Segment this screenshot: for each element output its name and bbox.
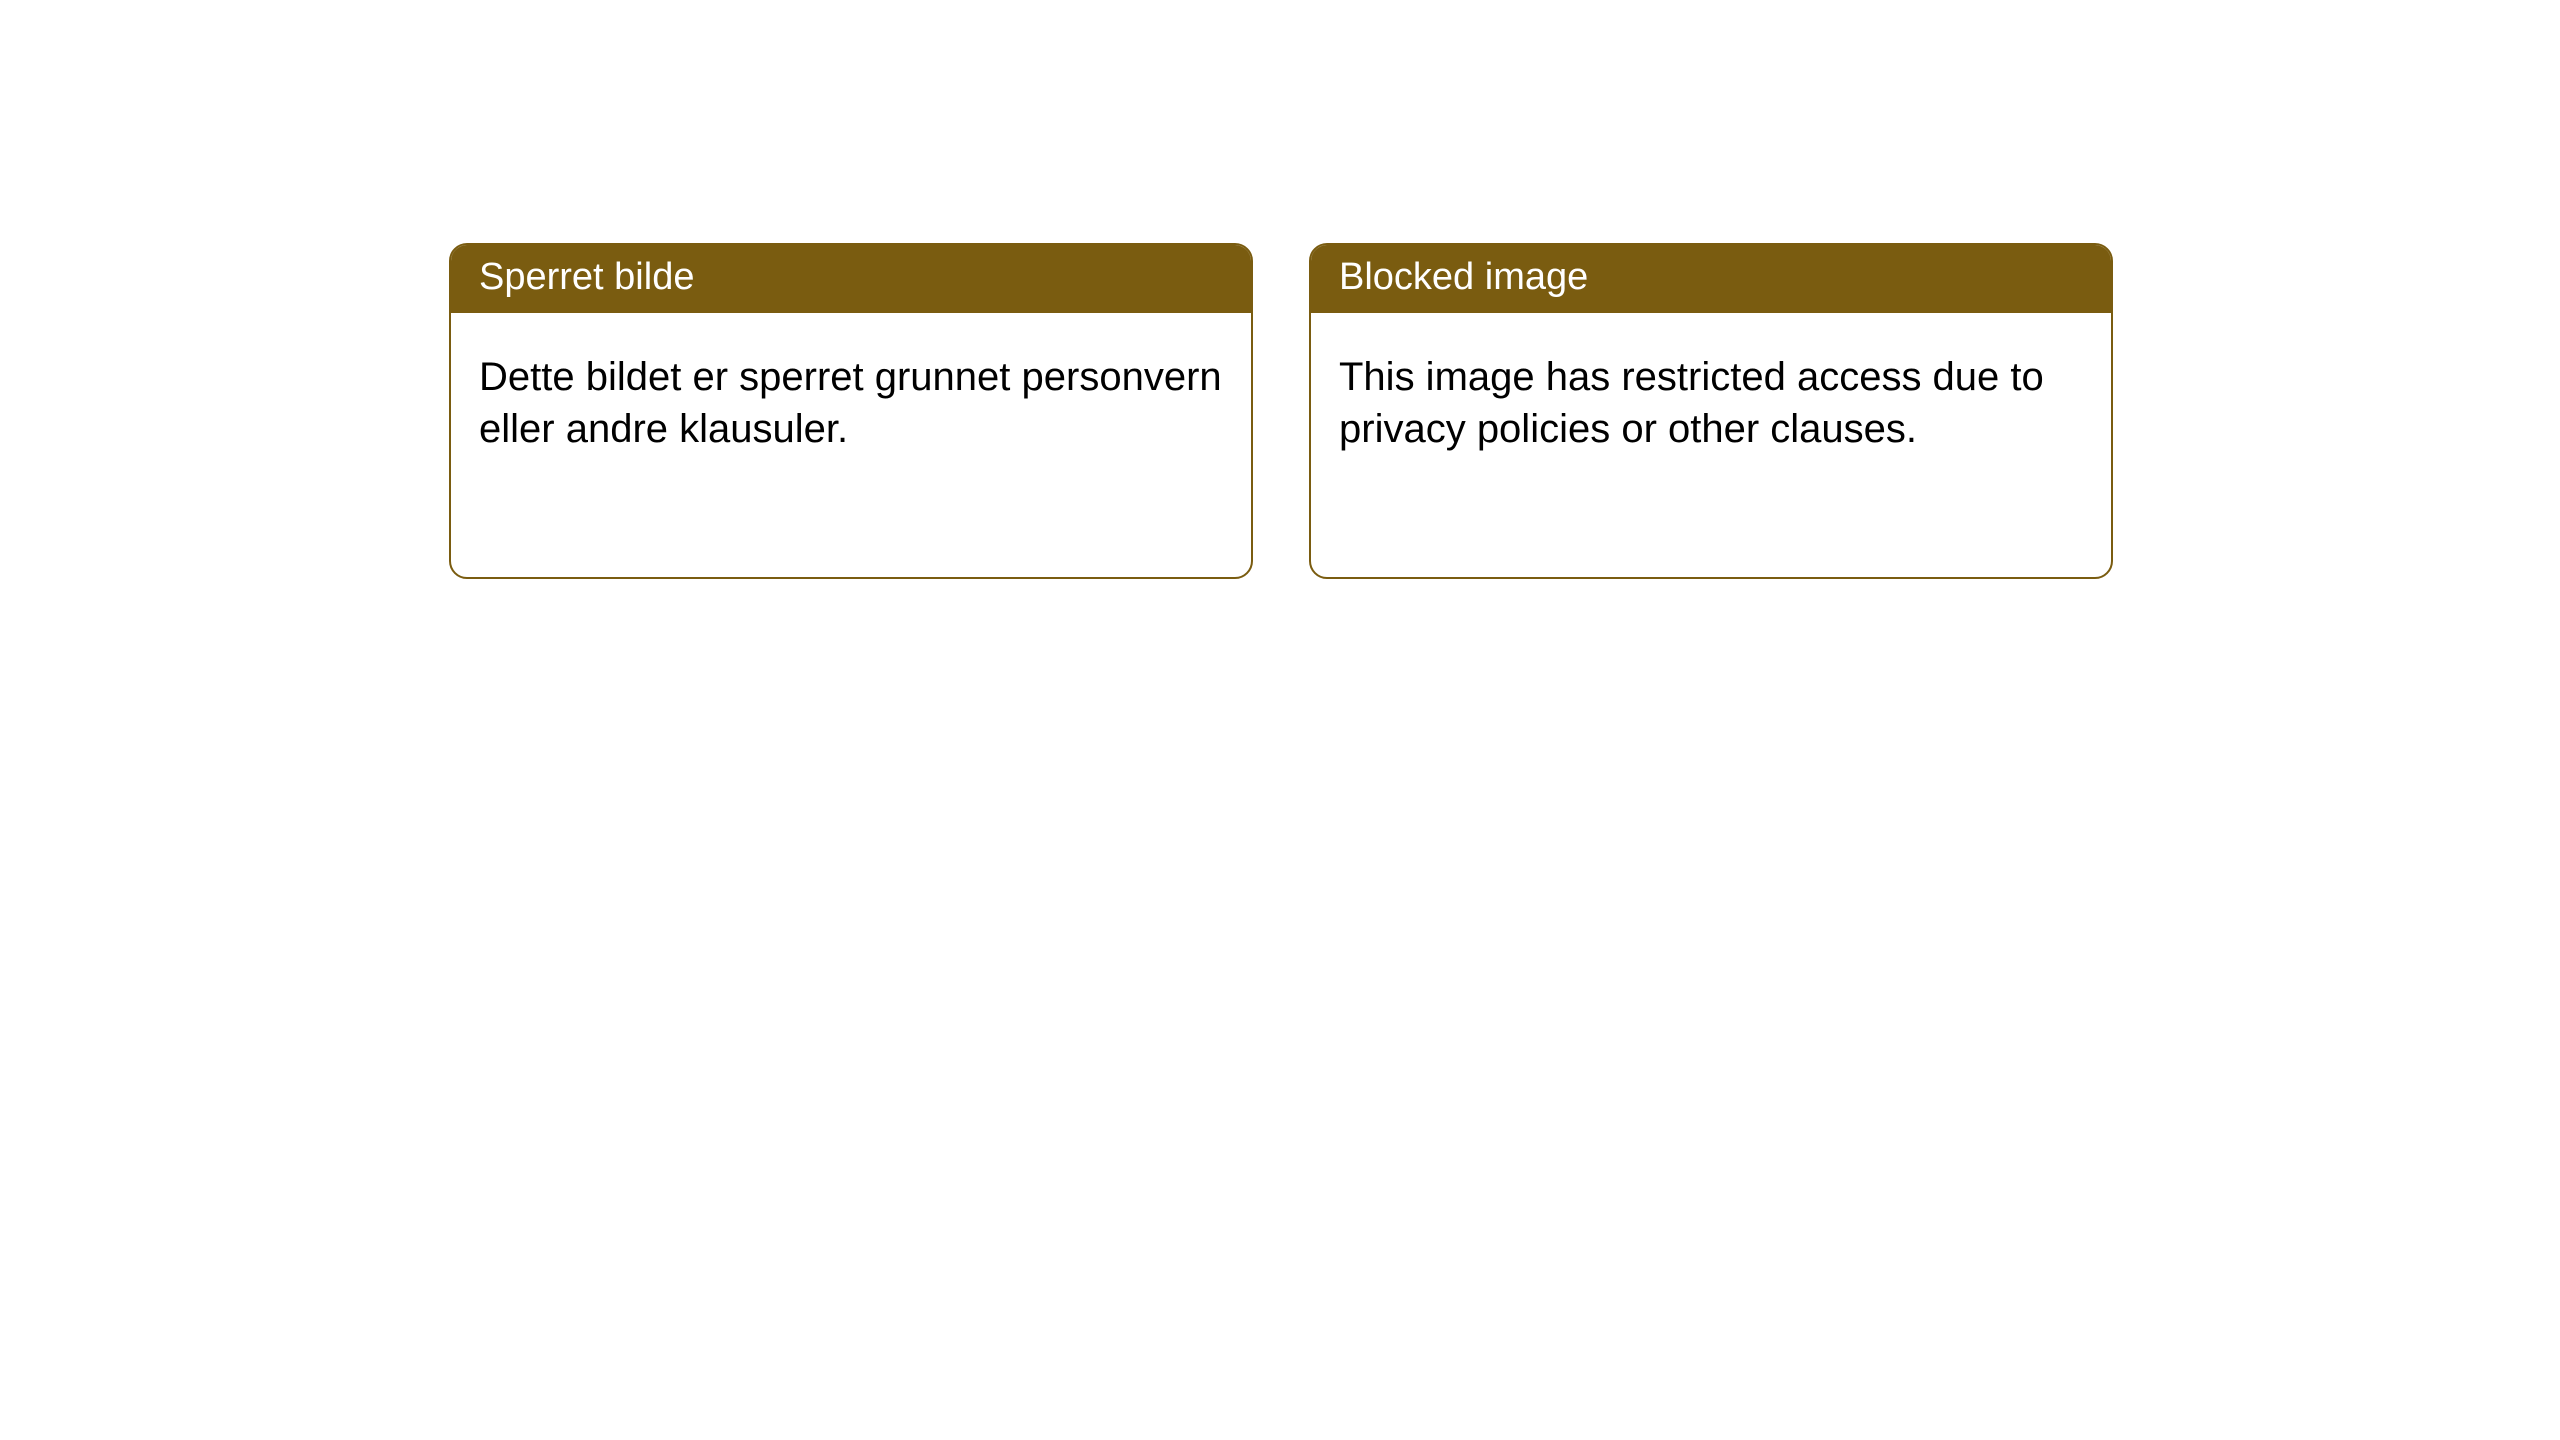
notice-title: Sperret bilde: [451, 245, 1251, 313]
notice-card-norwegian: Sperret bilde Dette bildet er sperret gr…: [449, 243, 1253, 579]
notice-body: Dette bildet er sperret grunnet personve…: [451, 313, 1251, 483]
notice-container: Sperret bilde Dette bildet er sperret gr…: [0, 0, 2560, 579]
notice-title: Blocked image: [1311, 245, 2111, 313]
notice-body: This image has restricted access due to …: [1311, 313, 2111, 483]
notice-card-english: Blocked image This image has restricted …: [1309, 243, 2113, 579]
